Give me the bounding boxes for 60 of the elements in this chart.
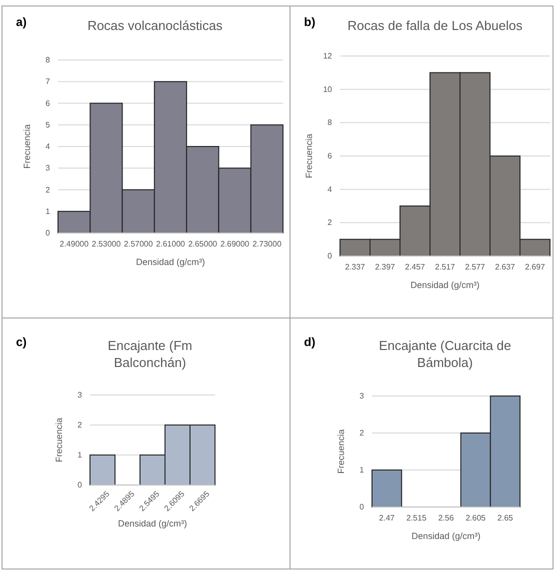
x-tick-label: 2.515 xyxy=(406,514,427,523)
x-tick-label: 2.47 xyxy=(379,514,396,523)
y-tick-label: 6 xyxy=(46,98,51,108)
x-tick-label: 2.337 xyxy=(344,262,366,272)
x-axis-title: Densidad (g/cm³) xyxy=(411,531,481,541)
y-tick-label: 2 xyxy=(78,420,83,430)
x-tick-label: 2.69000 xyxy=(220,240,250,249)
y-tick-label: 1 xyxy=(78,450,83,460)
x-tick-label: 2.49000 xyxy=(60,240,90,249)
x-tick-label: 2.65000 xyxy=(188,240,218,249)
chart-title: Encajante (Fm Balconchán) xyxy=(108,338,192,370)
y-tick-label: 12 xyxy=(323,52,333,61)
x-tick-label: 2.577 xyxy=(464,262,486,272)
y-tick-label: 0 xyxy=(46,228,51,238)
x-axis-title: Densidad (g/cm³) xyxy=(118,518,188,528)
y-axis-title: Frecuencia xyxy=(54,418,64,462)
x-tick-label: 2.637 xyxy=(494,262,516,272)
chart-title: Encajante (Cuarcita de Bámbola) xyxy=(378,338,512,370)
y-tick-label: 0 xyxy=(360,502,365,512)
y-tick-label: 8 xyxy=(328,118,333,128)
y-tick-label: 10 xyxy=(323,84,333,94)
y-tick-label: 6 xyxy=(328,152,333,161)
x-tick-label: 2.397 xyxy=(374,262,396,272)
x-tick-label: 2.57000 xyxy=(124,240,154,249)
text: d) xyxy=(304,335,316,349)
x-tick-label: 2.56 xyxy=(438,514,454,523)
y-tick-label: 0 xyxy=(328,252,333,261)
y-axis-title: Frecuencia xyxy=(304,134,314,178)
x-axis-title: Densidad (g/cm³) xyxy=(136,257,206,267)
y-tick-label: 3 xyxy=(360,392,365,401)
text: c) xyxy=(16,335,27,349)
x-tick-label: 2.61000 xyxy=(156,240,186,249)
y-tick-label: 3 xyxy=(46,164,51,173)
y-tick-label: 7 xyxy=(46,77,51,86)
y-tick-label: 0 xyxy=(78,480,83,490)
y-tick-label: 4 xyxy=(46,142,51,152)
y-tick-label: 2 xyxy=(328,218,333,228)
y-axis-title: Frecuencia xyxy=(336,429,346,474)
y-tick-label: 3 xyxy=(78,390,83,400)
y-tick-label: 2 xyxy=(46,185,51,194)
y-tick-label: 8 xyxy=(46,56,51,65)
bar xyxy=(372,470,402,508)
y-tick-label: 4 xyxy=(328,184,333,194)
x-tick-label: 2.457 xyxy=(404,262,426,272)
x-tick-label: 2.605 xyxy=(466,514,486,523)
chart-title: Rocas volcanoclásticas xyxy=(87,18,224,33)
x-axis-title: Densidad (g/cm³) xyxy=(410,280,480,290)
y-tick-label: 1 xyxy=(46,206,51,216)
chart-title: Rocas de falla de Los Abuelos xyxy=(348,18,523,33)
x-tick-label: 2.517 xyxy=(434,262,456,272)
text: a) xyxy=(16,15,27,29)
y-axis-title: Frecuencia xyxy=(22,124,32,169)
text: b) xyxy=(304,15,316,29)
x-tick-label: 2.53000 xyxy=(92,240,122,249)
y-tick-label: 2 xyxy=(360,428,365,438)
x-tick-label: 2.65 xyxy=(497,514,514,523)
y-tick-label: 5 xyxy=(46,120,51,130)
x-tick-label: 2.697 xyxy=(524,262,546,272)
x-tick-label: 2.73000 xyxy=(252,240,282,249)
y-tick-label: 1 xyxy=(360,466,365,475)
